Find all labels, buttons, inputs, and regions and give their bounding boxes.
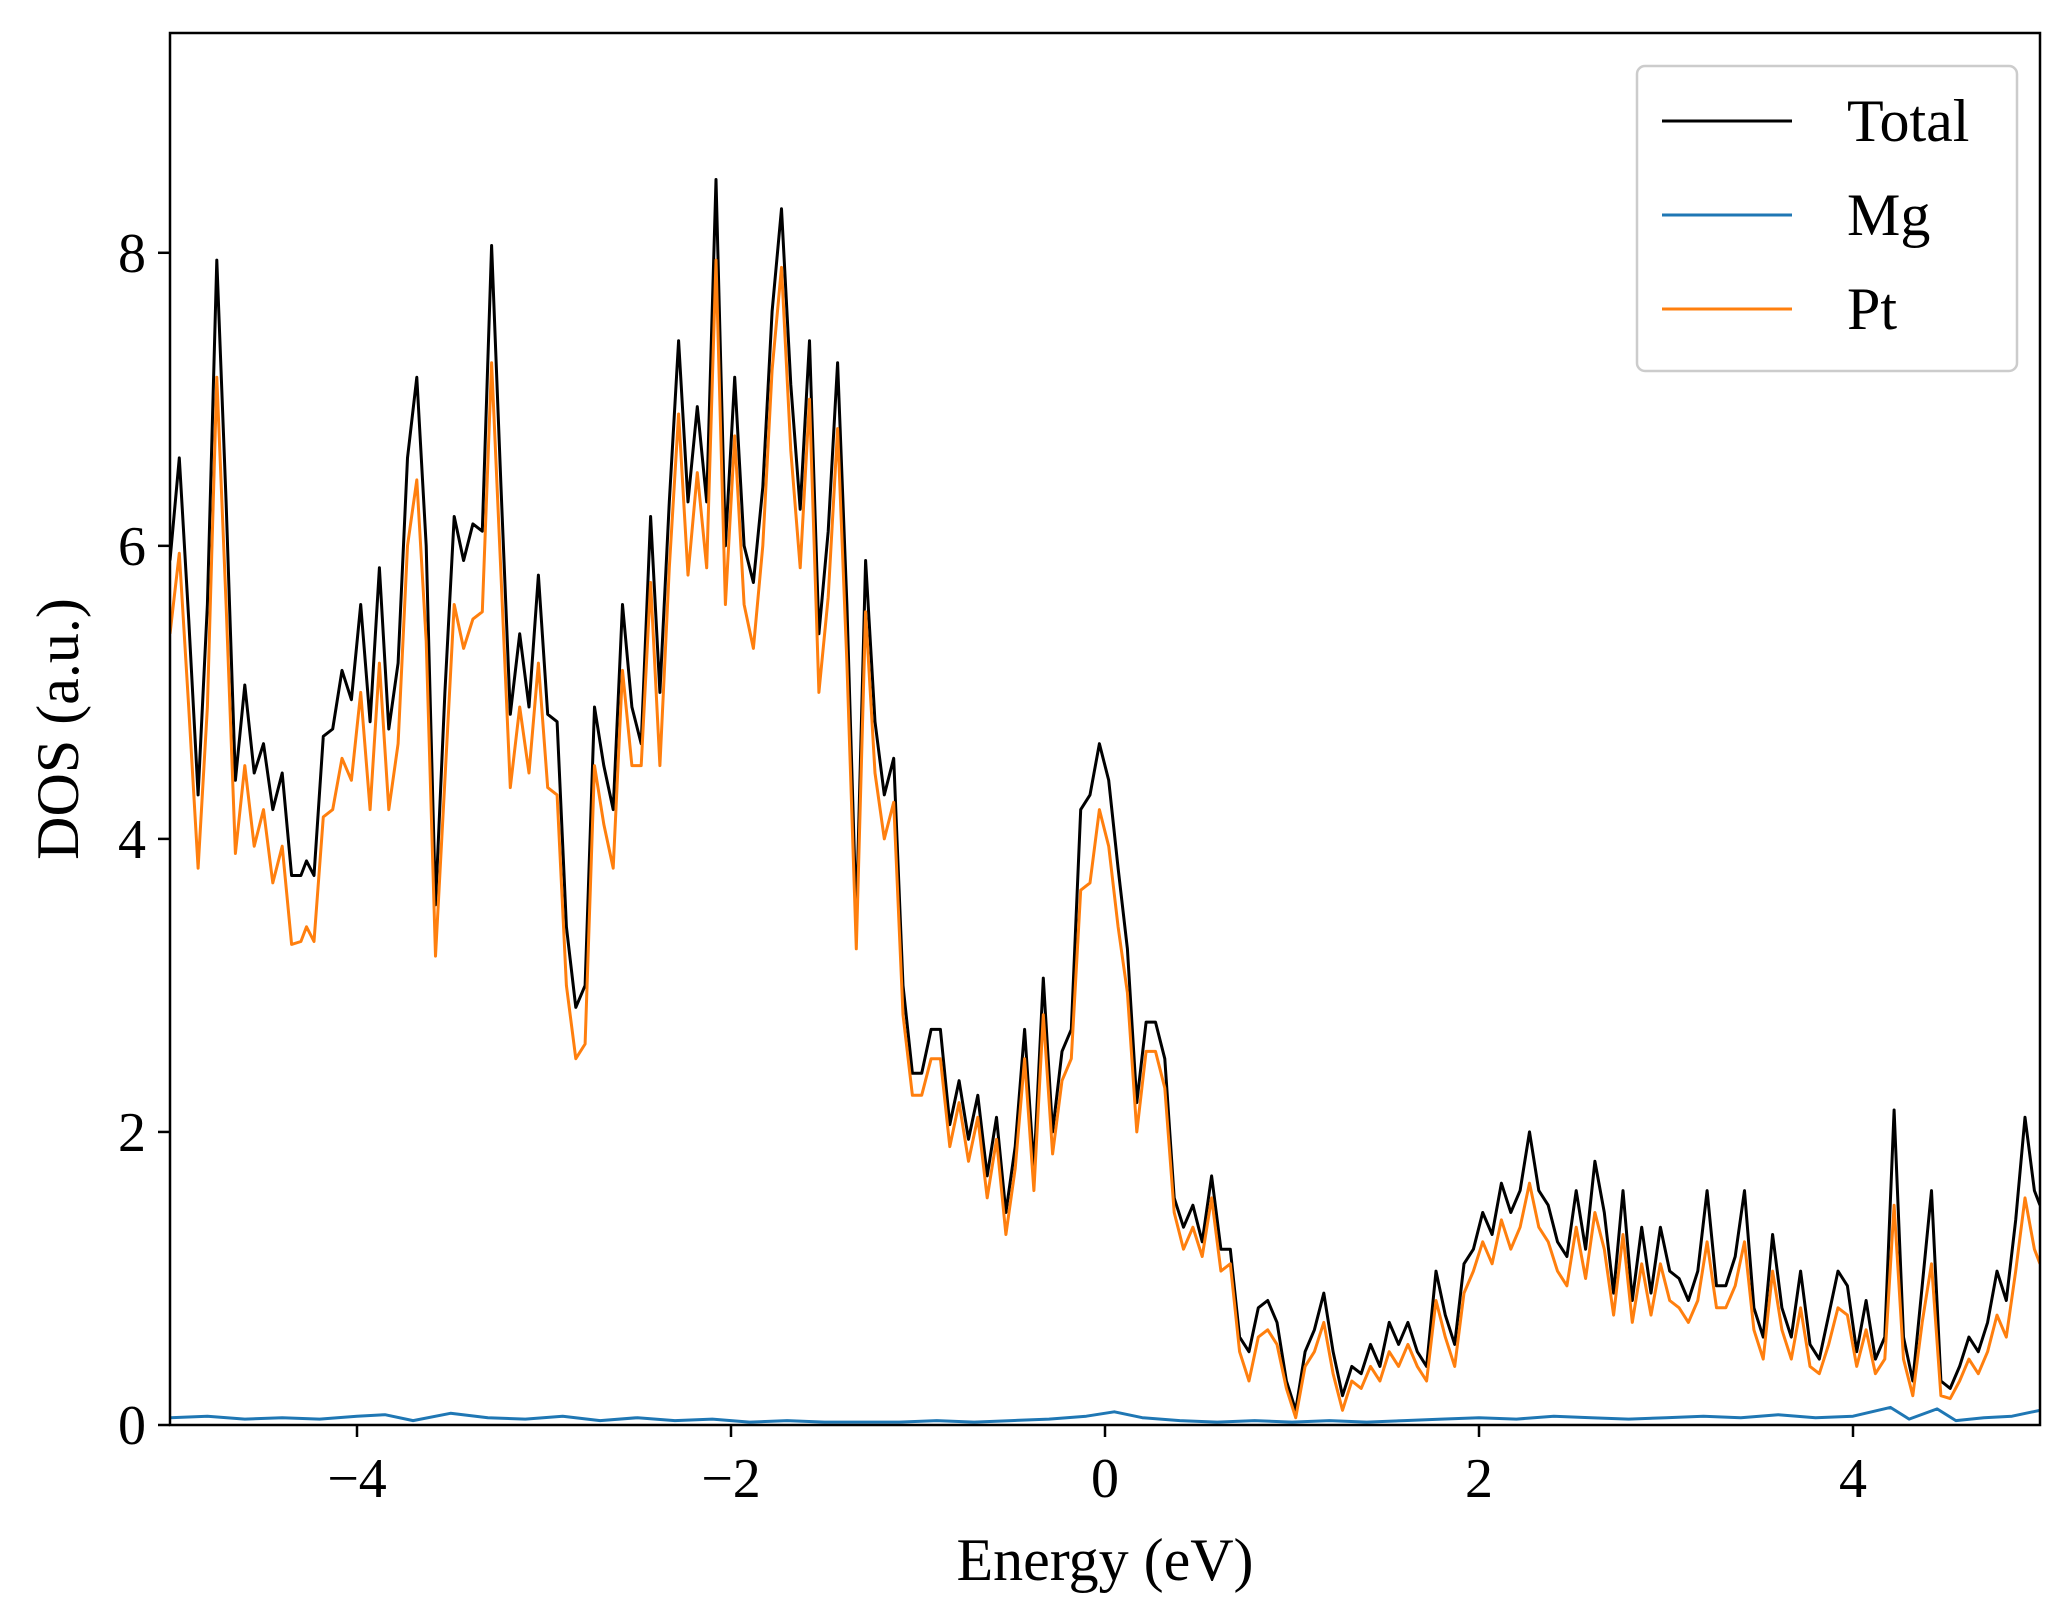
- x-axis-label: Energy (eV): [956, 1527, 1253, 1593]
- x-tick-label: −2: [701, 1448, 761, 1510]
- y-tick-label: 6: [118, 516, 146, 578]
- series-line-pt: [170, 258, 2040, 1420]
- y-tick-label: 4: [118, 809, 146, 871]
- y-tick-label: 2: [118, 1102, 146, 1164]
- legend-label-mg: Mg: [1847, 182, 1930, 248]
- x-tick-label: −4: [327, 1448, 387, 1510]
- legend-label-total: Total: [1847, 88, 1969, 154]
- series-line-mg: [170, 1405, 2040, 1424]
- x-tick-label: 0: [1091, 1448, 1119, 1510]
- x-tick-label: 4: [1839, 1448, 1867, 1510]
- legend-box: [1635, 64, 2019, 373]
- y-axis-label: DOS (a.u.): [25, 598, 91, 860]
- y-tick-label: 0: [118, 1395, 146, 1457]
- series-layer: [170, 178, 2040, 1424]
- tick-layer: −4 −2 0 2 4 0 2 4 6 8: [118, 223, 1867, 1510]
- legend: Total Mg Pt: [1635, 64, 2019, 373]
- x-tick-label: 2: [1465, 1448, 1493, 1510]
- series-line-total: [170, 178, 2040, 1412]
- y-tick-label: 8: [118, 223, 146, 285]
- legend-label-pt: Pt: [1847, 276, 1897, 342]
